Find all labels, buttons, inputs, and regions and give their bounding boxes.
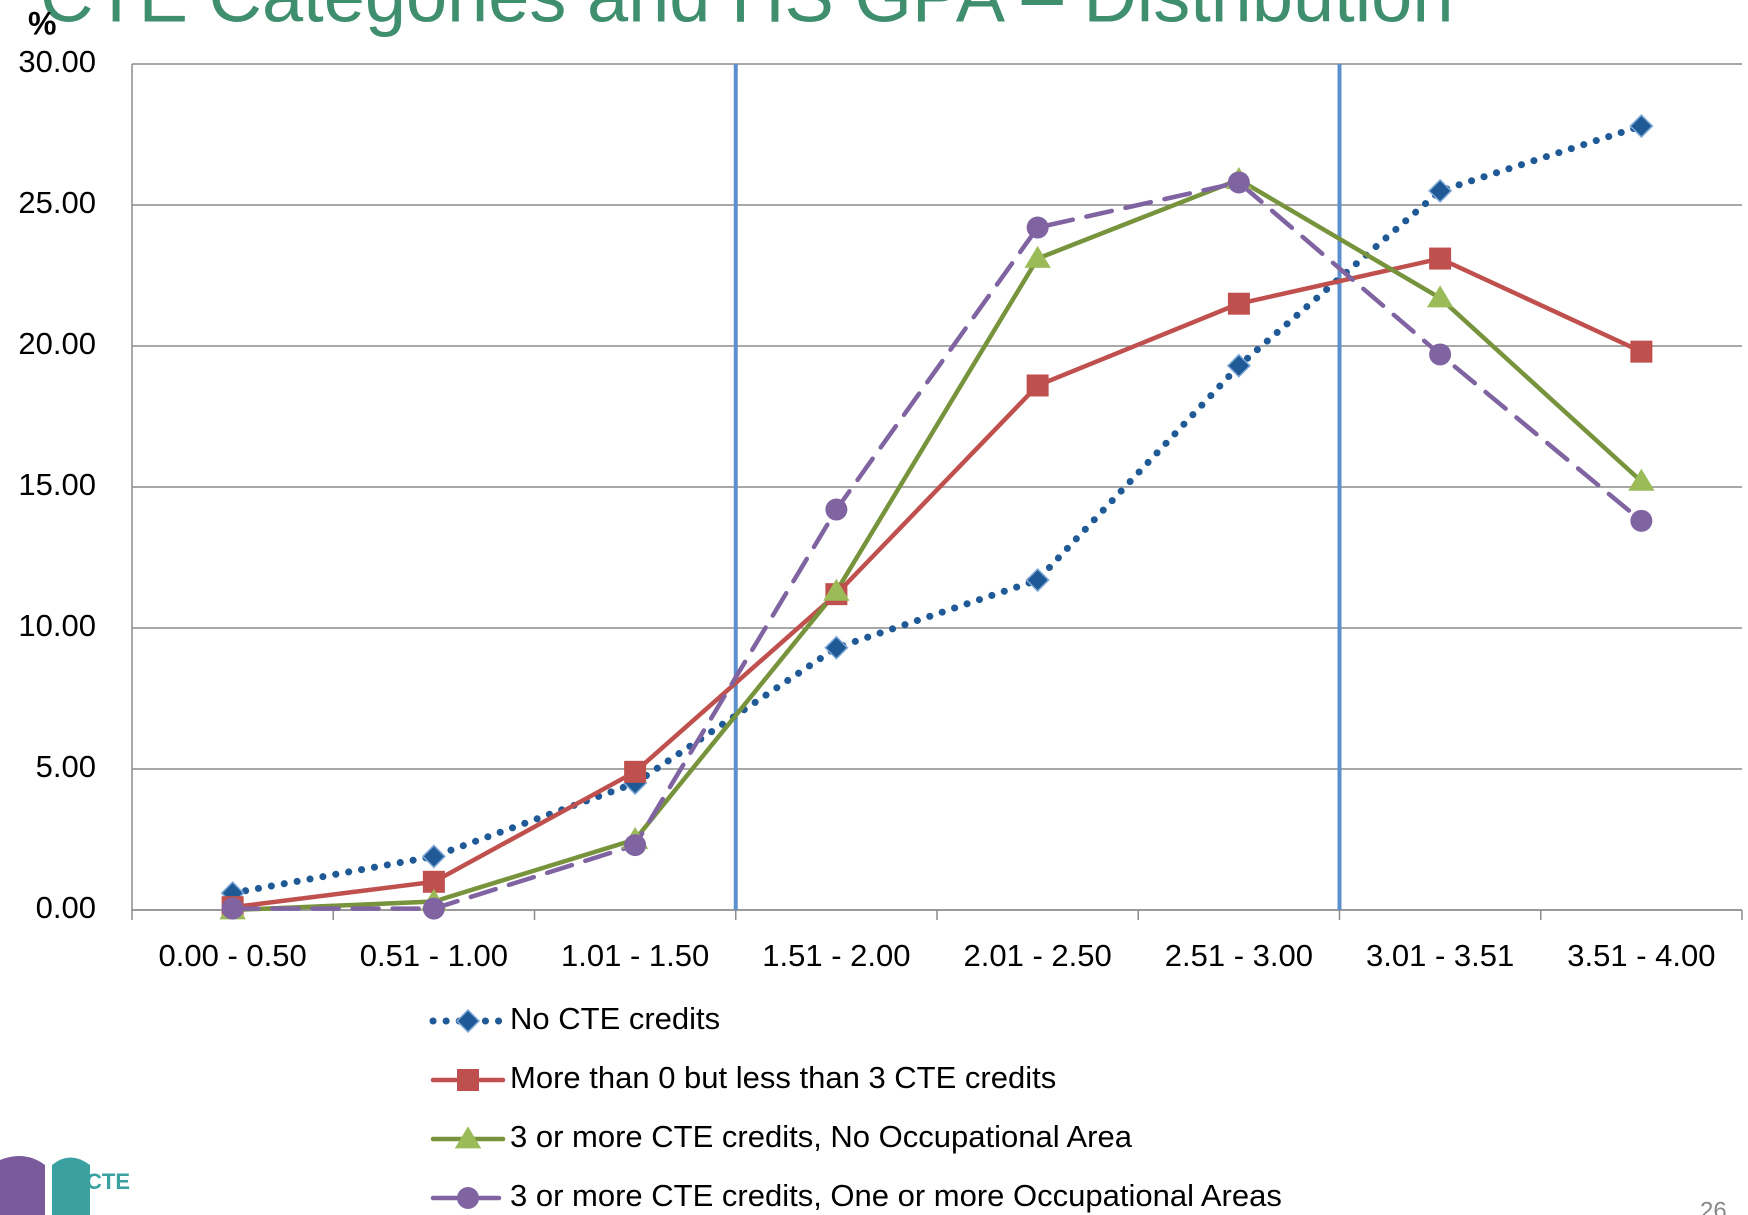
marker bbox=[1426, 285, 1454, 308]
marker bbox=[1429, 247, 1452, 270]
marker bbox=[422, 897, 445, 920]
y-tick-label: 20.00 bbox=[18, 326, 96, 361]
x-tick-label: 3.01 - 3.51 bbox=[1366, 938, 1514, 973]
marker bbox=[422, 870, 445, 893]
x-tick-label: 1.51 - 2.00 bbox=[762, 938, 910, 973]
marker bbox=[1026, 374, 1049, 397]
marker bbox=[1629, 113, 1654, 139]
series-line bbox=[230, 179, 1644, 911]
x-tick-label: 2.01 - 2.50 bbox=[964, 938, 1112, 973]
marker bbox=[221, 897, 244, 920]
marker bbox=[1227, 171, 1250, 194]
marker bbox=[1025, 567, 1050, 593]
x-tick-label: 2.51 - 3.00 bbox=[1165, 938, 1313, 973]
legend-label: 3 or more CTE credits, No Occupational A… bbox=[510, 1119, 1133, 1154]
y-tick-label: 0.00 bbox=[36, 890, 96, 925]
x-tick-label: 3.51 - 4.00 bbox=[1567, 938, 1715, 973]
y-tick-label: 30.00 bbox=[18, 44, 96, 79]
marker bbox=[457, 1069, 479, 1091]
logo: CTE bbox=[0, 1156, 130, 1215]
y-tick-label: 25.00 bbox=[18, 185, 96, 220]
marker bbox=[1628, 468, 1655, 491]
marker bbox=[421, 844, 446, 869]
marker bbox=[1630, 340, 1653, 363]
series-line bbox=[230, 256, 1644, 910]
x-tick-label: 1.01 - 1.50 bbox=[561, 938, 709, 973]
legend-label: More than 0 but less than 3 CTE credits bbox=[510, 1060, 1056, 1095]
series-line bbox=[229, 122, 1645, 897]
marker bbox=[454, 1126, 482, 1149]
x-tick-label: 0.51 - 1.00 bbox=[360, 938, 508, 973]
marker bbox=[455, 1008, 481, 1034]
marker bbox=[624, 834, 647, 857]
marker bbox=[1630, 509, 1653, 532]
legend-label: No CTE credits bbox=[510, 1001, 720, 1036]
logo-shape bbox=[52, 1157, 90, 1215]
y-axis-label: % bbox=[28, 5, 56, 41]
series-line bbox=[230, 177, 1644, 913]
marker bbox=[1226, 353, 1251, 378]
marker bbox=[1026, 216, 1049, 239]
marker bbox=[1429, 343, 1452, 366]
marker bbox=[824, 635, 849, 660]
logo-shape bbox=[0, 1156, 45, 1215]
marker bbox=[1024, 245, 1051, 268]
page-number: 26 bbox=[1700, 1197, 1727, 1215]
marker bbox=[825, 498, 848, 521]
marker bbox=[624, 760, 647, 783]
marker bbox=[823, 578, 850, 601]
y-tick-label: 15.00 bbox=[18, 467, 96, 502]
marker bbox=[457, 1187, 479, 1209]
x-tick-label: 0.00 - 0.50 bbox=[159, 938, 307, 973]
y-tick-label: 10.00 bbox=[18, 608, 96, 643]
marker bbox=[1428, 178, 1453, 203]
logo-text: CTE bbox=[86, 1169, 130, 1194]
y-tick-label: 5.00 bbox=[36, 749, 96, 784]
legend-label: 3 or more CTE credits, One or more Occup… bbox=[510, 1178, 1282, 1213]
marker bbox=[1227, 292, 1250, 315]
chart-title: CTE Categories and HS GPA – Distribution bbox=[40, 0, 1453, 38]
